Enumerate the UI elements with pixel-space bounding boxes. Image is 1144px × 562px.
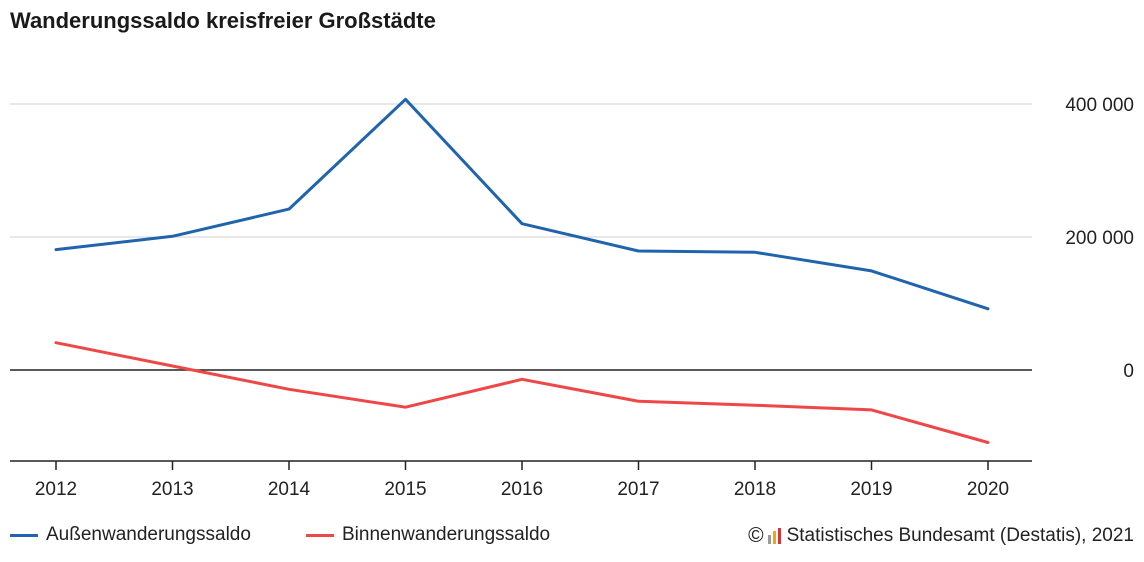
- source-text: Statistisches Bundesamt (Destatis), 2021: [786, 525, 1134, 546]
- legend-item-aussen: Außenwanderungssaldo: [10, 524, 251, 546]
- x-tick-label-2018: 2018: [734, 479, 776, 500]
- y-tick-label-0: 400 000: [1065, 95, 1134, 116]
- legend-label-binnen: Binnenwanderungssaldo: [342, 524, 551, 545]
- series-line-aussen: [54, 97, 990, 311]
- x-tick-label-2015: 2015: [384, 479, 426, 500]
- x-tick-label-2012: 2012: [35, 479, 77, 500]
- copyright-icon: ©: [748, 524, 764, 547]
- legend-label-aussen: Außenwanderungssaldo: [46, 524, 251, 545]
- gridlines: [10, 103, 1032, 371]
- line-chart: 400 000 200 000 0 2012 2013 2014 2015 2016 2017…: [10, 95, 1134, 500]
- x-tick-label-2020: 2020: [967, 479, 1009, 500]
- y-tick-label-2: 0: [1123, 361, 1134, 382]
- legend-swatch-aussen: [10, 533, 38, 537]
- legend-swatch-binnen: [306, 533, 334, 537]
- series-line-binnen: [54, 341, 990, 444]
- y-tick-label-1: 200 000: [1065, 228, 1134, 249]
- x-tick-label-2016: 2016: [501, 479, 543, 500]
- series-lines: [54, 97, 990, 444]
- legend-item-binnen: Binnenwanderungssaldo: [306, 524, 550, 546]
- x-tick-label-2013: 2013: [151, 479, 193, 500]
- legend: Außenwanderungssaldo Binnenwanderungssal…: [10, 524, 1134, 552]
- x-tick-label-2014: 2014: [268, 479, 311, 500]
- x-tick-label-2017: 2017: [617, 479, 659, 500]
- source-credit: © Statistisches Bundesamt (Destatis), 20…: [748, 524, 1134, 548]
- destatis-logo-icon: [767, 528, 781, 544]
- y-tick-labels: 400 000 200 000 0: [1065, 95, 1134, 382]
- x-axis: 2012 2013 2014 2015 2016 2017 2018 2019 2020: [10, 460, 1032, 500]
- chart-title: Wanderungssaldo kreisfreier Großstädte: [10, 8, 436, 33]
- x-tick-label-2019: 2019: [850, 479, 892, 500]
